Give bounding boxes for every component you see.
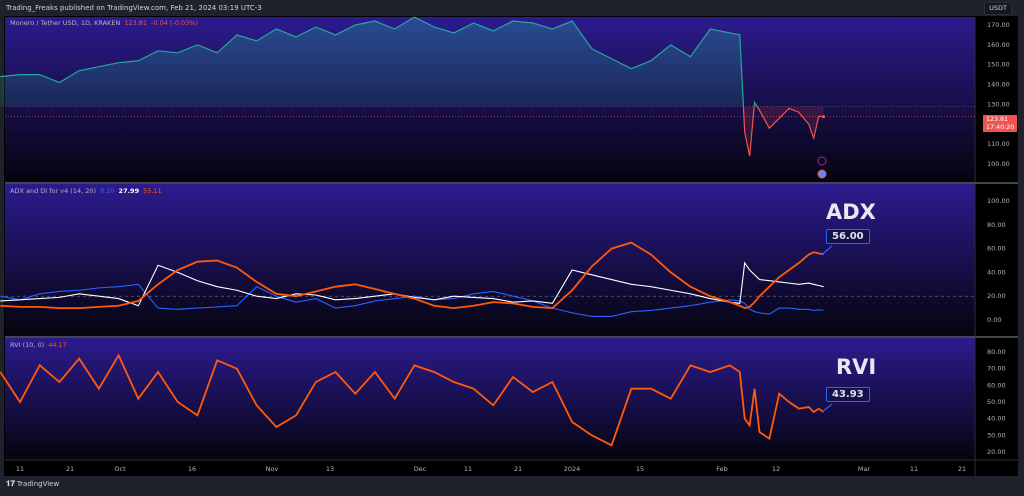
adx-tick: 20.00: [987, 292, 1006, 300]
tradingview-logo[interactable]: 𝟏𝟕 TradingView: [6, 479, 60, 488]
pane-separator[interactable]: [5, 336, 1018, 338]
adx-tick: 80.00: [987, 221, 1006, 229]
adx-tick: 0.00: [987, 316, 1001, 324]
logo-text: TradingView: [16, 480, 60, 488]
us-flag-event-icon[interactable]: [817, 169, 827, 179]
price-change: -0.04 (-0.03%): [151, 19, 198, 27]
publish-text: Trading_Freaks published on TradingView.…: [6, 4, 262, 12]
currency-button[interactable]: USDT: [984, 2, 1012, 15]
time-tick: 21: [66, 465, 74, 473]
adx-annotation: ADX: [826, 200, 876, 224]
countdown: 17:40:20: [986, 124, 1015, 131]
price-tick: 170.00: [987, 21, 1010, 29]
symbol-title[interactable]: Monero / Tether USD, 1D, KRAKEN: [10, 19, 121, 27]
rvi-annotation: RVI: [836, 355, 877, 379]
price-tick: 100.00: [987, 160, 1010, 168]
price-tag-value: 123.81: [986, 116, 1009, 123]
adx-tick: 40.00: [987, 268, 1006, 276]
rvi-legend: RVI (10, 0) 44.17: [10, 341, 71, 349]
time-tick: 11: [910, 465, 918, 473]
last-price: 123.81: [124, 19, 148, 27]
last-price-dot: [821, 115, 826, 119]
lightning-event-icon[interactable]: [817, 156, 827, 166]
di-plus-value: 27.99: [118, 187, 140, 195]
time-tick: 12: [772, 465, 780, 473]
price-legend: Monero / Tether USD, 1D, KRAKEN 123.81 -0.…: [10, 19, 202, 27]
rvi-tick: 80.00: [987, 348, 1006, 356]
di-minus-line: [0, 283, 824, 317]
adx-legend: ADX and DI for v4 (14, 20) 8.20 27.99 55.11: [10, 187, 166, 195]
rvi-tick: 60.00: [987, 381, 1006, 389]
rvi-title[interactable]: RVI (10, 0): [10, 341, 45, 349]
adx-callout: 56.00: [826, 229, 870, 244]
panel-2-background: [5, 338, 975, 460]
time-tick: 11: [464, 465, 472, 473]
price-line-up: [0, 16, 758, 107]
time-tick: 21: [514, 465, 522, 473]
adx-value: 55.11: [143, 187, 162, 195]
price-tick: 150.00: [987, 61, 1010, 69]
rvi-tick: 70.00: [987, 365, 1006, 373]
time-tick: Mar: [858, 465, 871, 473]
rvi-line: [0, 353, 825, 447]
adx-title[interactable]: ADX and DI for v4 (14, 20): [10, 187, 97, 195]
time-tick: 15: [636, 465, 644, 473]
adx-tick: 100.00: [987, 197, 1010, 205]
time-tick: 13: [326, 465, 334, 473]
rvi-callout-pointer: [821, 403, 833, 413]
time-tick: Feb: [716, 465, 728, 473]
pane-separator[interactable]: [5, 182, 1018, 184]
price-tick: 130.00: [987, 100, 1010, 108]
price-tick: 110.00: [987, 140, 1010, 148]
publish-header: Trading_Freaks published on TradingView.…: [0, 0, 1024, 16]
last-price-tag: 123.81 17:40:20: [983, 115, 1017, 132]
time-tick: Oct: [114, 465, 126, 473]
adx-line: [0, 241, 824, 310]
price-tick: 140.00: [987, 81, 1010, 89]
rvi-tick: 30.00: [987, 431, 1006, 439]
price-area-up: [0, 17, 824, 107]
time-tick: Nov: [266, 465, 279, 473]
time-tick: Dec: [414, 465, 427, 473]
di-plus-line: [0, 261, 824, 307]
time-tick: 21: [958, 465, 966, 473]
adx-tick: 60.00: [987, 245, 1006, 253]
rvi-tick: 50.00: [987, 398, 1006, 406]
time-tick: 11: [16, 465, 24, 473]
time-tick: 16: [188, 465, 196, 473]
time-tick: 2024: [564, 465, 581, 473]
price-line-down: [742, 106, 824, 157]
rvi-callout: 43.93: [826, 387, 870, 402]
rvi-tick: 40.00: [987, 415, 1006, 423]
rvi-tick: 20.00: [987, 448, 1006, 456]
di-minus-value: 8.20: [100, 187, 115, 195]
adx-callout-pointer: [821, 245, 833, 256]
price-area-down: [743, 106, 824, 157]
price-tick: 160.00: [987, 41, 1010, 49]
rvi-value: 44.17: [48, 341, 67, 349]
